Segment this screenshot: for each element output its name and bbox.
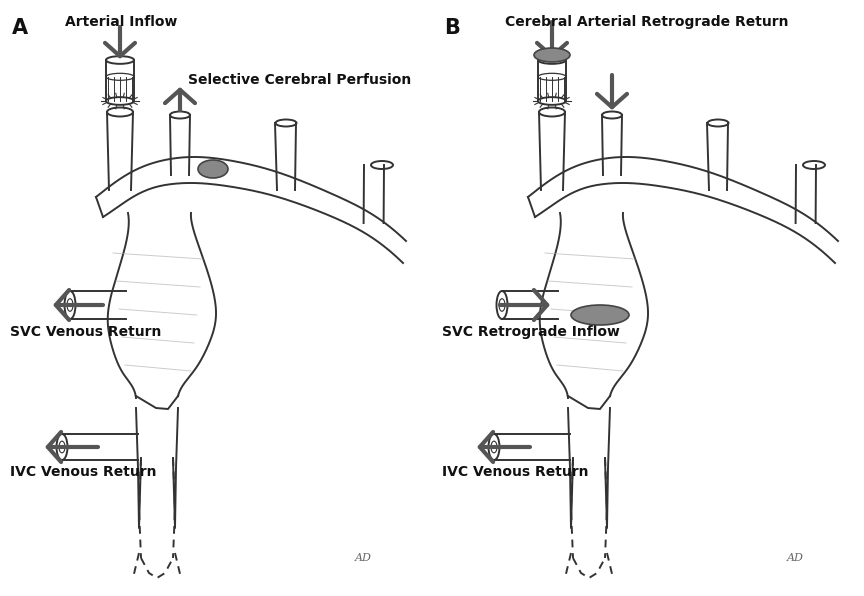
Ellipse shape (59, 441, 65, 453)
Text: SVC Retrograde Inflow: SVC Retrograde Inflow (442, 325, 619, 339)
Text: IVC Venous Return: IVC Venous Return (10, 465, 156, 479)
Ellipse shape (67, 299, 73, 311)
Text: IVC Venous Return: IVC Venous Return (442, 465, 588, 479)
Text: AD: AD (786, 553, 804, 563)
Text: B: B (444, 18, 460, 38)
Ellipse shape (708, 120, 728, 126)
Ellipse shape (65, 291, 75, 319)
Ellipse shape (602, 111, 622, 119)
Text: Cerebral Arterial Retrograde Return: Cerebral Arterial Retrograde Return (505, 15, 789, 29)
Ellipse shape (571, 305, 629, 325)
Ellipse shape (538, 97, 566, 105)
Ellipse shape (499, 299, 505, 311)
Ellipse shape (56, 434, 67, 460)
Ellipse shape (497, 291, 507, 319)
Ellipse shape (491, 441, 497, 453)
Ellipse shape (106, 56, 134, 64)
Ellipse shape (538, 56, 566, 64)
Ellipse shape (534, 48, 570, 62)
Text: A: A (12, 18, 29, 38)
Ellipse shape (170, 111, 190, 119)
Text: AD: AD (354, 553, 372, 563)
Ellipse shape (106, 97, 134, 105)
Ellipse shape (276, 120, 296, 126)
Text: SVC Venous Return: SVC Venous Return (10, 325, 162, 339)
Ellipse shape (198, 160, 228, 178)
Text: Selective Cerebral Perfusion: Selective Cerebral Perfusion (188, 73, 411, 87)
Ellipse shape (538, 73, 566, 80)
Ellipse shape (106, 73, 134, 80)
Text: Arterial Inflow: Arterial Inflow (65, 15, 177, 29)
Ellipse shape (107, 107, 133, 116)
Ellipse shape (371, 161, 393, 169)
Ellipse shape (803, 161, 825, 169)
Ellipse shape (488, 434, 499, 460)
Ellipse shape (539, 107, 565, 116)
